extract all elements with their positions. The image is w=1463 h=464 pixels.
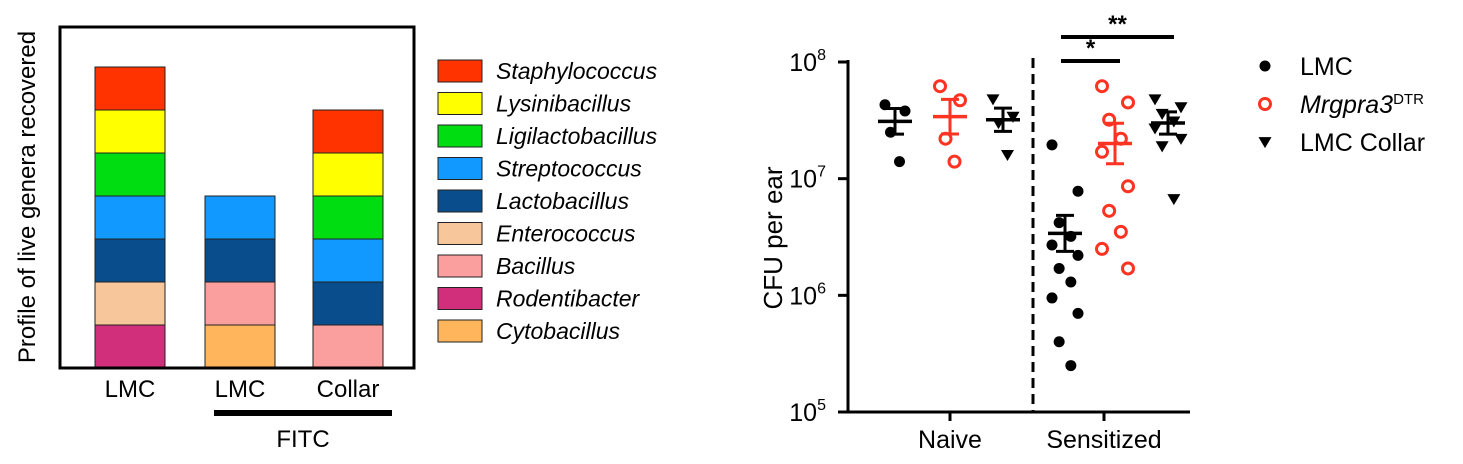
legend-marker-mrgpra3 bbox=[1258, 97, 1272, 111]
bar-segment-1-streptococcus bbox=[94, 195, 166, 240]
point-lmc-collar-sensitized-8 bbox=[1167, 194, 1181, 206]
legend-label-lmc: LMC bbox=[1300, 53, 1353, 81]
legend-swatch-rodentibacter bbox=[437, 287, 483, 310]
legend-label-ligilactobacillus: Ligilactobacillus bbox=[496, 123, 658, 149]
legend-label-lmc-collar: LMC Collar bbox=[1300, 129, 1425, 157]
bar-x-label-3: Collar bbox=[317, 376, 380, 403]
legend-label-lysinibacillus: Lysinibacillus bbox=[496, 91, 632, 117]
point-mrgpra3-sensitized-3 bbox=[1102, 112, 1117, 127]
point-lmc-sensitized-6 bbox=[1072, 249, 1084, 261]
legend-swatch-staphylococcus bbox=[437, 59, 483, 83]
legend-label-mrgpra3: Mrgpra3DTR bbox=[1300, 91, 1424, 119]
legend-label-cytobacillus: Cytobacillus bbox=[496, 318, 620, 344]
point-mrgpra3-sensitized-1 bbox=[1095, 79, 1109, 94]
legend-label-streptococcus: Streptococcus bbox=[496, 156, 642, 182]
bar-segment-1-enterococcus bbox=[94, 281, 166, 326]
bar-segment-1-staphylococcus bbox=[94, 66, 166, 111]
bar-x-label-2: LMC bbox=[215, 376, 266, 403]
bar-segment-3-ligilactobacillus bbox=[312, 195, 384, 240]
point-lmc-sensitized-7 bbox=[1053, 262, 1065, 274]
legend-marker-lmc-collar bbox=[1258, 137, 1272, 149]
legend-swatch-lactobacillus bbox=[437, 189, 483, 213]
fitc-group-label: FITC bbox=[276, 426, 329, 453]
point-lmc-sensitized-10 bbox=[1072, 307, 1084, 319]
bar-segment-2-cytobacillus bbox=[204, 324, 276, 369]
point-mrgpra3-sensitized-6 bbox=[1121, 179, 1135, 194]
bar-segment-1-lactobacillus bbox=[94, 238, 166, 283]
point-mrgpra3-sensitized-5 bbox=[1095, 144, 1109, 159]
bar-legend: Staphylococcus Lysinibacillus Ligilactobac… bbox=[437, 58, 658, 344]
bar-stacks bbox=[94, 66, 384, 369]
bar-segment-3-bacillus bbox=[312, 324, 384, 369]
bar-segment-3-lysinibacillus bbox=[312, 152, 384, 197]
y-tick-label-1: 105 bbox=[789, 397, 826, 427]
cfu-means bbox=[878, 97, 1185, 253]
point-mrgpra3-naive-4 bbox=[947, 154, 962, 169]
bar-segment-1-lysinibacillus bbox=[94, 109, 166, 154]
point-lmc-collar-sensitized-6 bbox=[1174, 133, 1188, 145]
point-lmc-sensitized-11 bbox=[1053, 336, 1065, 348]
legend-swatch-enterococcus bbox=[437, 222, 483, 245]
bar-segment-2-lactobacillus bbox=[204, 238, 276, 283]
cfu-scatter-panel: CFU per ear 105 106 107 108 Naive Sensitized… bbox=[758, 11, 1425, 454]
legend-label-bacillus: Bacillus bbox=[496, 253, 576, 279]
x-label-naive: Naive bbox=[918, 426, 982, 454]
bar-x-labels: LMC LMC Collar bbox=[105, 376, 380, 403]
point-lmc-collar-naive-4 bbox=[1001, 149, 1014, 162]
bar-segment-3-lactobacillus bbox=[312, 281, 384, 326]
bar-segment-3-streptococcus bbox=[312, 238, 384, 283]
legend-label-enterococcus: Enterococcus bbox=[496, 221, 636, 247]
y-tick-label-4: 108 bbox=[789, 47, 826, 77]
point-lmc-sensitized-1 bbox=[1046, 139, 1058, 151]
sig-label-2: ** bbox=[1108, 11, 1127, 38]
bar-segment-1-rodentibacter bbox=[94, 324, 166, 369]
point-mrgpra3-sensitized-2 bbox=[1121, 95, 1135, 110]
bar-segment-3-staphylococcus bbox=[312, 109, 384, 154]
legend-label-rodentibacter: Rodentibacter bbox=[496, 286, 641, 312]
significance-brackets: *** bbox=[1061, 11, 1174, 63]
point-lmc-collar-naive-2 bbox=[1006, 111, 1020, 123]
legend-swatch-streptococcus bbox=[437, 157, 483, 180]
bar-plot-frame bbox=[58, 25, 416, 370]
legend-marker-lmc bbox=[1259, 60, 1271, 72]
stacked-bar-panel: Profile of live genera recovered LMC LMC C… bbox=[14, 25, 658, 453]
y-tick-label-3: 107 bbox=[789, 164, 826, 194]
point-lmc-collar-sensitized-5 bbox=[1148, 123, 1162, 135]
y-tick-label-2: 106 bbox=[789, 280, 826, 310]
point-lmc-sensitized-2 bbox=[1072, 185, 1084, 197]
legend-swatch-lysinibacillus bbox=[437, 92, 483, 115]
point-lmc-collar-sensitized-1 bbox=[1148, 94, 1162, 106]
bar-segment-2-bacillus bbox=[204, 281, 276, 326]
point-lmc-naive-4 bbox=[894, 156, 905, 168]
cfu-x-ticks: Naive Sensitized bbox=[918, 412, 1162, 454]
cfu-ylabel: CFU per ear bbox=[758, 166, 788, 309]
point-mrgpra3-sensitized-7 bbox=[1102, 203, 1117, 218]
bar-ylabel: Profile of live genera recovered bbox=[14, 31, 41, 363]
bar-segment-2-streptococcus bbox=[204, 195, 276, 240]
point-mrgpra3-naive-1 bbox=[933, 79, 947, 94]
point-lmc-sensitized-5 bbox=[1046, 239, 1058, 251]
legend-swatch-bacillus bbox=[437, 254, 483, 278]
point-lmc-sensitized-12 bbox=[1065, 360, 1077, 372]
legend-swatch-ligilactobacillus bbox=[437, 124, 483, 148]
bar-segment-1-ligilactobacillus bbox=[94, 152, 166, 197]
point-lmc-sensitized-8 bbox=[1065, 276, 1077, 288]
point-lmc-collar-naive-1 bbox=[986, 94, 1000, 106]
x-label-sensitized: Sensitized bbox=[1046, 426, 1161, 454]
point-lmc-sensitized-9 bbox=[1046, 292, 1058, 304]
point-mrgpra3-sensitized-8 bbox=[1113, 224, 1128, 239]
bar-x-label-1: LMC bbox=[105, 376, 156, 403]
point-mrgpra3-sensitized-10 bbox=[1121, 261, 1135, 276]
cfu-legend: LMC Mrgpra3DTR LMC Collar bbox=[1258, 53, 1425, 157]
point-lmc-collar-sensitized-2 bbox=[1174, 102, 1188, 114]
point-mrgpra3-sensitized-9 bbox=[1095, 241, 1109, 256]
sig-label-1: * bbox=[1086, 35, 1096, 62]
cfu-y-axis: 105 106 107 108 bbox=[789, 47, 850, 427]
legend-label-staphylococcus: Staphylococcus bbox=[496, 58, 658, 84]
legend-label-lactobacillus: Lactobacillus bbox=[496, 188, 629, 214]
point-lmc-collar-sensitized-7 bbox=[1155, 141, 1169, 153]
point-lmc-sensitized-3 bbox=[1053, 217, 1065, 229]
legend-swatch-cytobacillus bbox=[437, 319, 483, 343]
